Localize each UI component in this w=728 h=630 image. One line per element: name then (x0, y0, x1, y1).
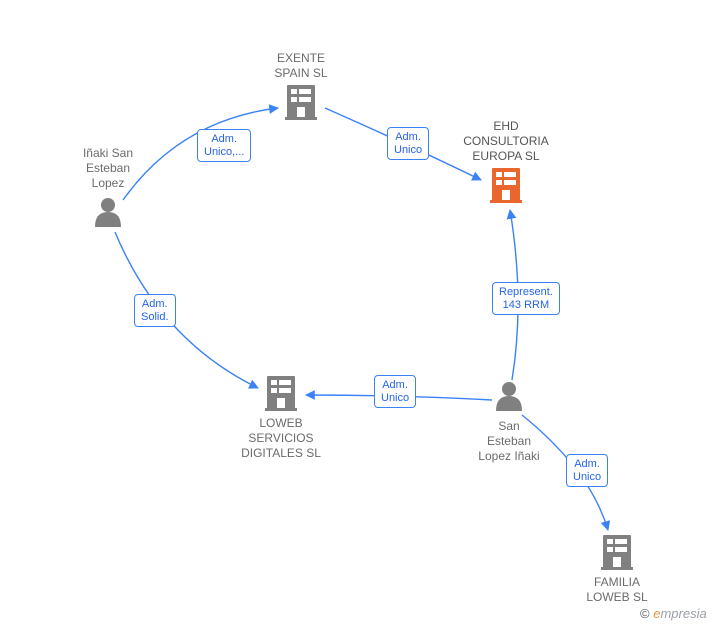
edge-label-e5: Represent. 143 RRM (492, 282, 560, 315)
copyright-symbol: © (640, 606, 650, 621)
watermark: © empresia (640, 606, 707, 621)
edge-label-e2: Adm. Unico (387, 127, 429, 160)
building-icon-loweb (265, 376, 297, 411)
edge-label-e4: Adm. Unico (374, 375, 416, 408)
building-icon-exente (285, 85, 317, 120)
diagram-canvas (0, 0, 728, 630)
edge-label-e1: Adm. Unico,... (197, 129, 251, 162)
edge-label-e6: Adm. Unico (566, 454, 608, 487)
edge-label-e3: Adm. Solid. (134, 294, 176, 327)
building-icon-ehd (490, 168, 522, 203)
person-icon-inaki (95, 198, 121, 227)
building-icon-familia (601, 535, 633, 570)
person-icon-san_esteban (496, 382, 522, 411)
